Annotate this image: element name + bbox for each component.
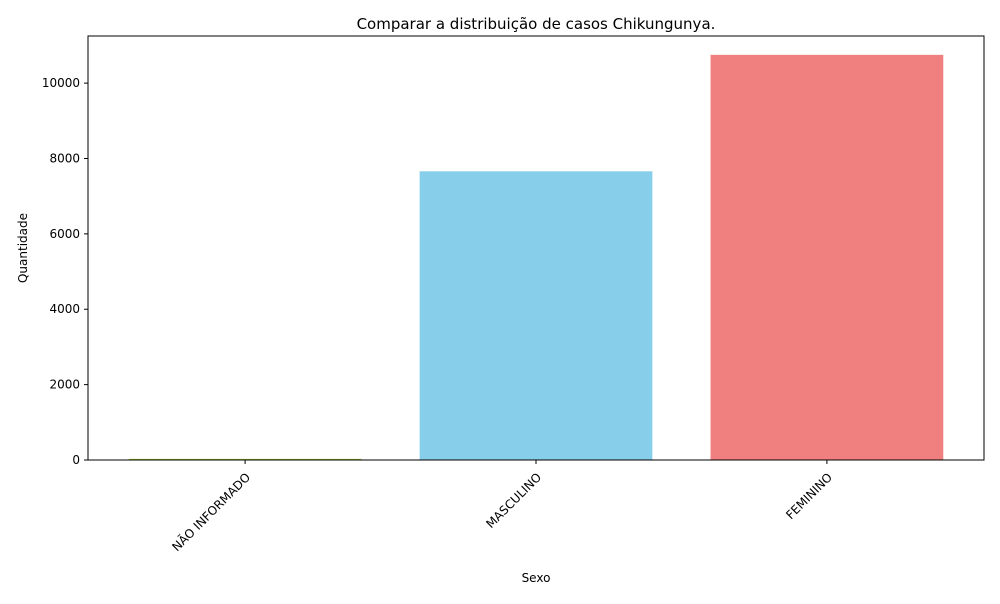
y-tick-label: 2000 xyxy=(49,378,80,392)
y-tick-label: 10000 xyxy=(42,76,80,90)
chart-title: Comparar a distribuição de casos Chikung… xyxy=(357,15,716,33)
bar xyxy=(710,54,944,460)
bar xyxy=(419,171,653,461)
y-tick-label: 0 xyxy=(72,453,80,467)
y-axis-ticks: 0 2000 4000 6000 8000 10000 xyxy=(42,76,88,467)
y-axis-label: Quantidade xyxy=(16,213,30,283)
x-tick-label: MASCULINO xyxy=(483,470,544,531)
x-tick-label: FEMININO xyxy=(783,470,835,522)
y-tick-label: 8000 xyxy=(49,151,80,165)
plot-area-frame xyxy=(87,35,985,461)
x-axis-ticks: NÃO INFORMADO MASCULINO FEMININO xyxy=(169,460,835,554)
y-tick-label: 6000 xyxy=(49,227,80,241)
x-tick-label: NÃO INFORMADO xyxy=(169,470,254,555)
x-axis-label: Sexo xyxy=(522,571,551,585)
y-tick-label: 4000 xyxy=(49,302,80,316)
bar xyxy=(128,458,362,460)
bars-group xyxy=(128,54,944,461)
